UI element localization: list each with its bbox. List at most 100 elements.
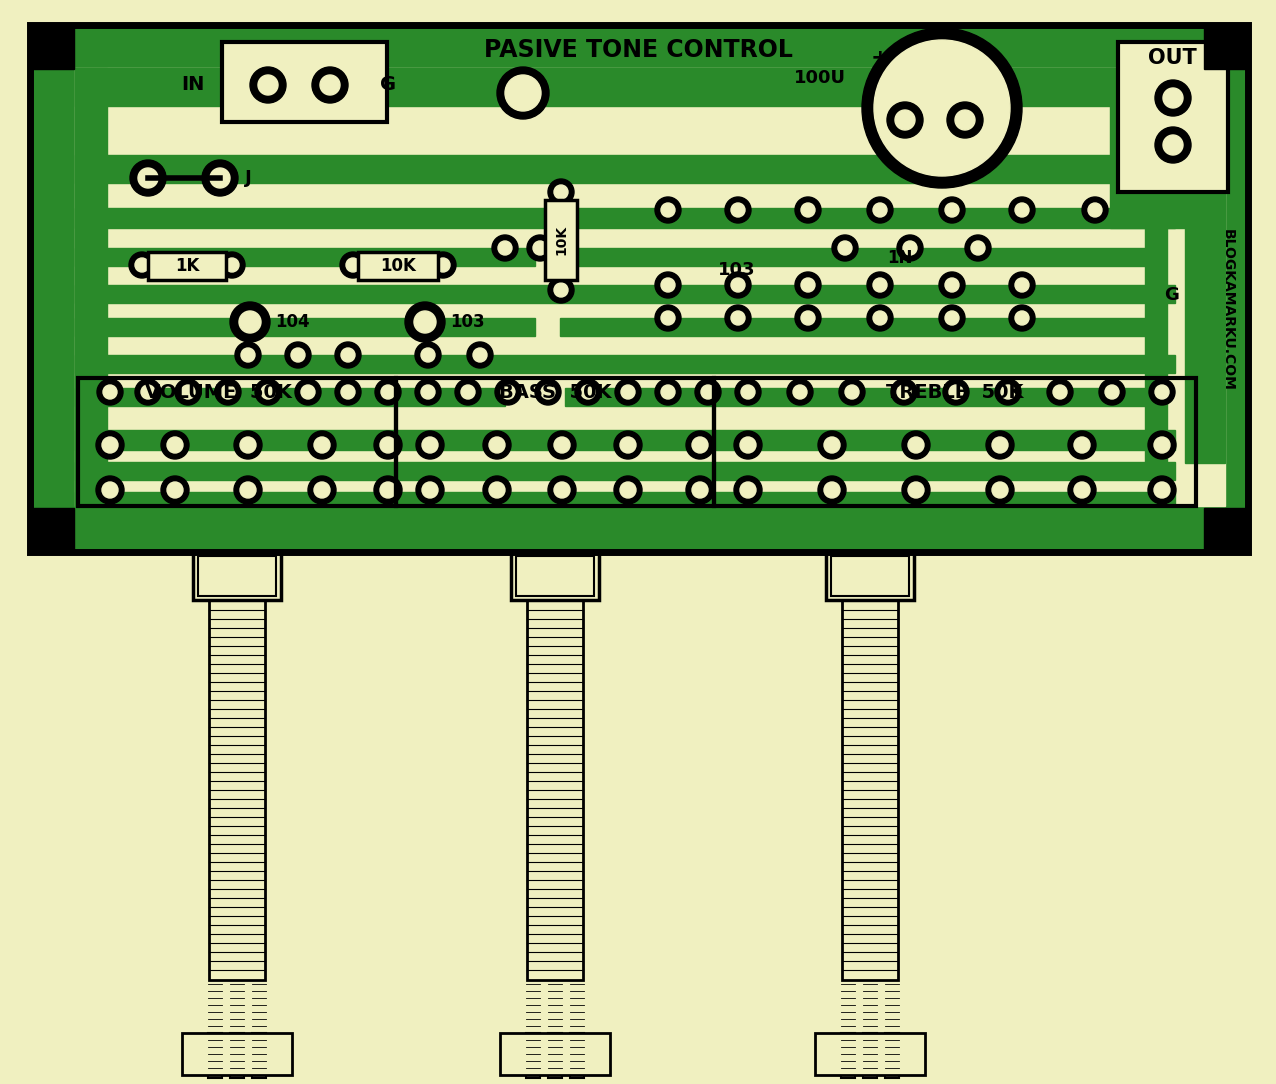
Circle shape [301,385,315,399]
Circle shape [313,67,348,103]
Bar [1110,68,1185,228]
Circle shape [295,379,322,405]
Circle shape [902,476,930,504]
Circle shape [225,258,239,272]
Circle shape [235,341,262,367]
Circle shape [495,379,521,405]
Circle shape [621,385,635,399]
Circle shape [374,431,402,459]
Text: IN: IN [181,76,204,94]
Circle shape [1014,278,1028,292]
Bar [560,248,1150,266]
Circle shape [314,482,330,498]
Bar [1145,68,1168,463]
Circle shape [230,302,271,341]
Circle shape [161,431,189,459]
Circle shape [129,251,154,278]
Bar [842,601,898,980]
Circle shape [240,437,256,453]
Bar [75,462,1175,480]
Circle shape [971,241,985,255]
Circle shape [1155,127,1191,163]
Circle shape [866,197,893,223]
Circle shape [135,258,149,272]
Circle shape [374,476,402,504]
Circle shape [1154,482,1170,498]
Circle shape [102,437,117,453]
Circle shape [686,476,715,504]
Circle shape [501,385,516,399]
Bar [208,1033,222,1077]
Bar [228,48,383,116]
Circle shape [234,431,262,459]
Circle shape [1148,476,1176,504]
Bar [75,68,107,506]
Circle shape [614,476,642,504]
Circle shape [138,168,158,188]
Bar [75,68,1225,506]
Circle shape [336,379,361,405]
Circle shape [1014,203,1028,217]
Circle shape [484,431,510,459]
Circle shape [866,305,893,331]
Circle shape [620,437,635,453]
Circle shape [1148,431,1176,459]
Circle shape [792,385,806,399]
Circle shape [161,476,189,504]
Circle shape [734,476,762,504]
Circle shape [661,311,675,325]
Circle shape [533,241,547,255]
Bar [78,378,396,506]
Bar [193,552,281,601]
Bar [251,1033,265,1077]
Circle shape [946,203,960,217]
Circle shape [866,272,893,298]
Circle shape [250,67,286,103]
Circle shape [415,341,441,367]
Text: BLOGKAMARKU.COM: BLOGKAMARKU.COM [1221,229,1235,391]
Circle shape [422,482,438,498]
Bar [209,601,265,980]
Circle shape [575,379,601,405]
Circle shape [1048,379,1073,405]
Circle shape [554,482,570,498]
Circle shape [801,311,815,325]
Circle shape [102,482,117,498]
Bar [75,208,1175,228]
Circle shape [740,482,755,498]
Circle shape [581,385,595,399]
Circle shape [873,278,887,292]
Circle shape [547,431,575,459]
Circle shape [731,203,745,217]
Circle shape [692,437,708,453]
Circle shape [1068,476,1096,504]
Bar [75,248,535,266]
Circle shape [241,348,255,362]
Bar [886,1033,900,1077]
Circle shape [416,431,444,459]
Circle shape [946,311,960,325]
Circle shape [1099,379,1125,405]
Circle shape [838,241,852,255]
Bar [510,552,598,601]
Bar [570,1033,584,1077]
Circle shape [818,431,846,459]
Bar [815,1033,925,1075]
Circle shape [413,311,436,333]
Circle shape [285,341,311,367]
Circle shape [167,437,182,453]
Circle shape [167,482,182,498]
Circle shape [202,160,239,196]
Circle shape [547,476,575,504]
Circle shape [291,348,305,362]
Circle shape [655,197,681,223]
Circle shape [308,476,336,504]
Bar [31,25,1248,552]
Text: 100U: 100U [794,69,846,87]
Circle shape [741,385,755,399]
Circle shape [1068,431,1096,459]
Circle shape [1155,385,1169,399]
Circle shape [903,241,917,255]
Circle shape [181,385,195,399]
Bar [1118,42,1228,192]
